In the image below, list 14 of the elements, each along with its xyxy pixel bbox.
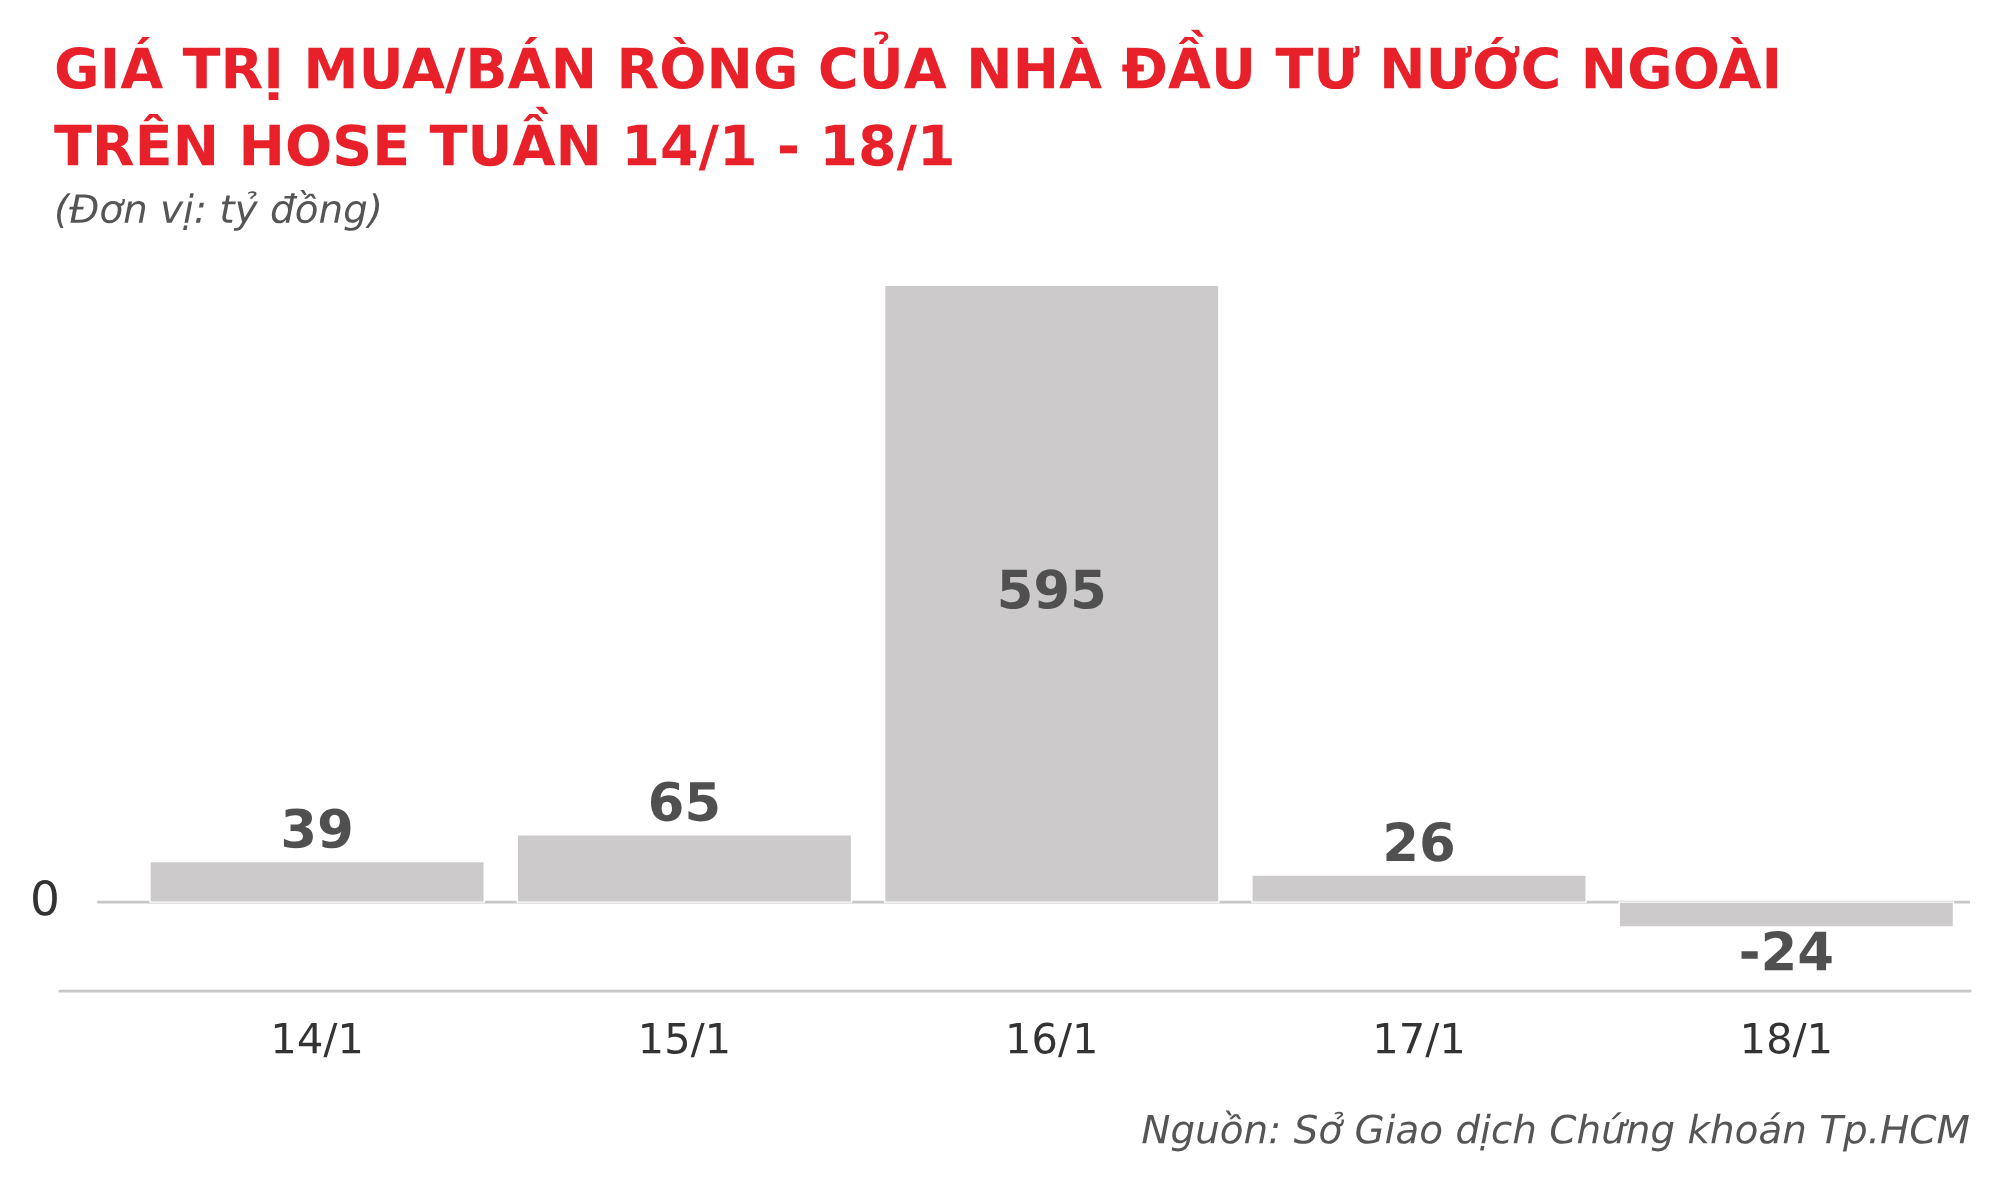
data-label: 26 (1386, 821, 1453, 862)
x-tick-label: 16/1 (1009, 1022, 1095, 1058)
x-tick-label: 18/1 (1744, 1022, 1830, 1058)
data-label: -24 (1741, 931, 1832, 971)
text: Nguồn: Sở Giao dịch Chứng khoán Tp.HCM (1142, 1110, 1969, 1152)
chart-title: GIÁ TRỊ MUA/BÁN RÒNG CỦA NHÀ ĐẦU TƯ NƯỚC NGOÀI TRÊN HOSE TUẦN 14/1 - 18/1 (54, 29, 1778, 171)
x-tick-label: 14/1 (274, 1022, 361, 1058)
x-tick-label: 17/1 (1376, 1022, 1462, 1058)
chart-subtitle: (Đơn vị: tỷ đồng) (57, 189, 380, 231)
data-label: 65 (650, 781, 718, 822)
data-label: 595 (1000, 569, 1104, 610)
data-label: 39 (283, 808, 351, 849)
x-tick-label: 15/1 (642, 1022, 728, 1058)
text: 0 (33, 880, 57, 916)
